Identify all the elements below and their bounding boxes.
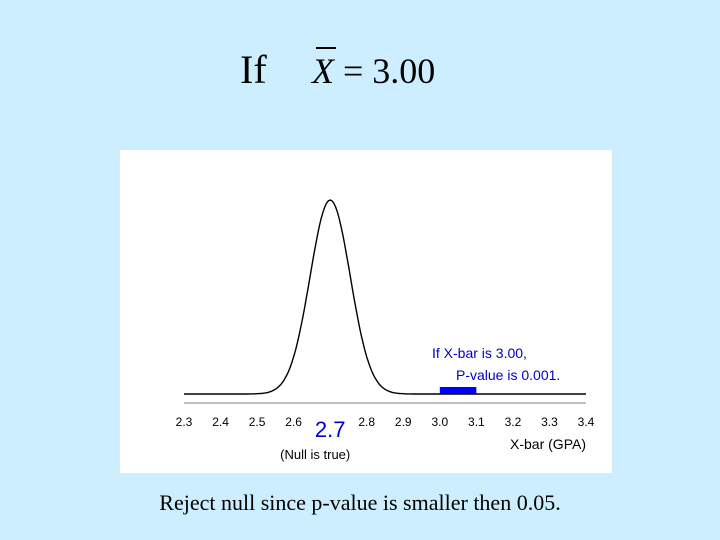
x-bar-symbol: X [312, 47, 336, 92]
formula-variable: X [312, 51, 334, 91]
x-tick-label: 3.2 [505, 415, 522, 429]
x-tick-label: 2.7 [315, 417, 346, 442]
formula: X = 3.00 [312, 47, 436, 92]
x-tick-label: 2.3 [176, 415, 193, 429]
shaded-tail-region [439, 387, 477, 394]
slide-title: If [240, 47, 267, 92]
x-axis-label: X-bar (GPA) [510, 436, 586, 452]
x-tick-label: 2.6 [285, 415, 302, 429]
x-tick-label: 3.4 [578, 415, 595, 429]
overbar [316, 47, 336, 49]
x-tick-label: 3.0 [431, 415, 448, 429]
sampling-distribution-chart: 2.3 2.4 2.5 2.6 2.7 2.8 2.9 3.0 3.1 3.2 3.3 3.4 (Nul… [176, 199, 595, 462]
formula-value: = 3.00 [334, 51, 436, 91]
x-tick-label: 2.9 [395, 415, 412, 429]
annotation-line-2: P-value is 0.001. [456, 367, 560, 383]
conclusion-caption: Reject null since p-value is smaller the… [159, 490, 561, 515]
mean-label: (Null is true) [280, 447, 350, 462]
x-tick-label: 3.3 [541, 415, 558, 429]
x-tick-label: 3.1 [468, 415, 485, 429]
chart-panel: 2.3 2.4 2.5 2.6 2.7 2.8 2.9 3.0 3.1 3.2 3.3 3.4 (Nul… [120, 150, 612, 473]
x-tick-label: 2.4 [212, 415, 229, 429]
x-tick-label: 2.5 [249, 415, 266, 429]
x-tick-label: 2.8 [358, 415, 375, 429]
normal-curve [184, 199, 586, 395]
annotation-line-1: If X-bar is 3.00, [432, 345, 527, 361]
